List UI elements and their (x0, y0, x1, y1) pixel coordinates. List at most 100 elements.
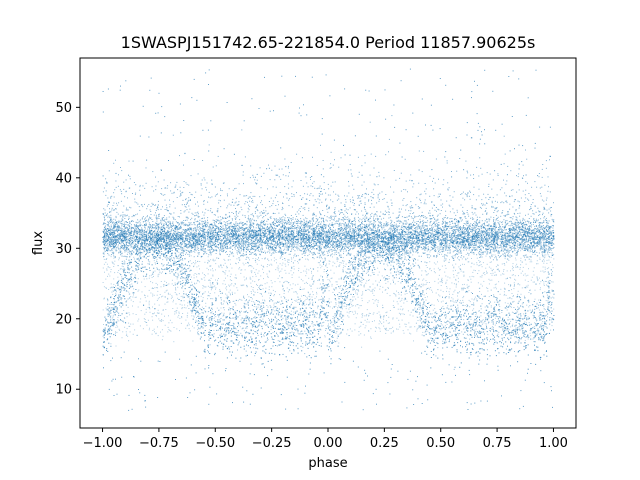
data-point (309, 222, 311, 224)
data-point (160, 248, 162, 250)
data-point (228, 242, 230, 243)
data-point (172, 244, 174, 246)
data-point (354, 234, 356, 236)
data-point (180, 244, 182, 246)
data-point (322, 231, 324, 233)
data-point (397, 234, 399, 236)
data-point (317, 240, 319, 242)
data-point (417, 231, 419, 233)
data-point (227, 223, 229, 225)
data-point (129, 232, 130, 234)
data-point (193, 233, 195, 235)
data-point (368, 225, 370, 227)
data-point (445, 222, 447, 224)
data-point (221, 244, 223, 246)
data-point (285, 236, 286, 238)
data-point (170, 240, 172, 242)
data-point (508, 233, 510, 235)
data-point (466, 224, 468, 226)
data-point (532, 252, 534, 253)
data-point (357, 237, 359, 239)
data-point (144, 224, 146, 226)
data-point (230, 240, 232, 242)
data-point (543, 242, 545, 244)
data-point (249, 238, 250, 240)
data-point (467, 235, 469, 237)
data-point (383, 224, 385, 226)
data-point (417, 248, 419, 250)
data-point (123, 228, 125, 230)
data-point (307, 222, 309, 224)
data-point (454, 249, 456, 251)
data-point (449, 221, 451, 223)
data-point (180, 225, 182, 227)
data-point (345, 227, 347, 229)
data-point (213, 236, 215, 238)
data-point (527, 241, 529, 243)
data-point (161, 219, 163, 221)
data-point (364, 247, 366, 249)
data-point (238, 249, 240, 251)
data-point (217, 231, 219, 233)
data-point (109, 229, 111, 231)
data-point (456, 238, 458, 240)
data-point (334, 242, 336, 244)
data-point (540, 242, 542, 244)
data-point (236, 234, 238, 236)
data-point (503, 219, 505, 221)
data-point (469, 226, 471, 228)
data-point (243, 235, 245, 237)
data-point (306, 223, 307, 225)
data-point (446, 229, 448, 231)
data-point (324, 258, 326, 260)
data-point (300, 240, 302, 242)
data-point (550, 232, 552, 234)
data-point (434, 233, 436, 235)
data-point (410, 228, 412, 230)
data-point (494, 244, 496, 246)
data-point (547, 227, 549, 229)
data-point (190, 229, 192, 231)
data-point (304, 250, 306, 252)
data-point (352, 224, 354, 226)
data-point (306, 230, 308, 232)
data-point (437, 224, 439, 226)
data-point (289, 239, 291, 241)
data-point (106, 245, 108, 246)
data-point (478, 227, 480, 229)
data-point (163, 236, 165, 238)
data-point (345, 231, 347, 233)
data-point (411, 217, 413, 219)
data-point (435, 234, 437, 235)
data-point (125, 258, 127, 260)
data-point (425, 246, 427, 248)
data-point (363, 224, 365, 225)
data-point (133, 224, 135, 226)
data-point (519, 239, 521, 241)
data-point (500, 255, 502, 257)
data-point (420, 229, 422, 231)
data-point (206, 224, 208, 226)
data-point (360, 234, 362, 236)
data-point (178, 234, 180, 236)
data-point (394, 236, 396, 237)
data-point (178, 236, 180, 238)
data-point (261, 240, 263, 242)
data-point (170, 230, 172, 232)
data-point (415, 227, 417, 229)
data-point (387, 246, 389, 248)
data-point (433, 243, 435, 245)
data-point (318, 231, 320, 233)
data-point (340, 250, 342, 252)
data-point (517, 231, 519, 233)
data-point (494, 229, 496, 231)
data-point (468, 229, 470, 230)
data-point (449, 243, 451, 245)
data-point (376, 215, 378, 217)
data-point (157, 236, 159, 238)
data-point (247, 233, 249, 235)
data-point (465, 228, 467, 230)
data-point (469, 245, 471, 247)
data-point (423, 227, 424, 229)
data-point (280, 228, 282, 230)
